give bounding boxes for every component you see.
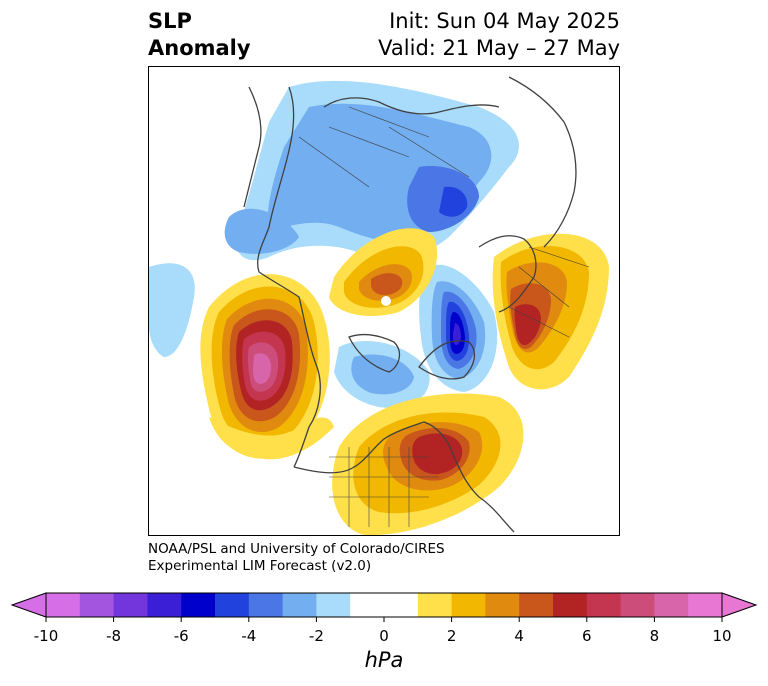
coastlines — [243, 76, 577, 533]
colorbar-cell — [586, 593, 622, 617]
positive-anomaly-eurasia — [492, 233, 609, 390]
colorbar-cell — [451, 593, 486, 617]
colorbar-cell — [215, 593, 250, 617]
colorbar-cell — [316, 593, 351, 617]
colorbar-cell — [620, 593, 655, 617]
colorbar-unit: hPa — [364, 648, 404, 672]
colorbar-cell — [282, 593, 317, 617]
colorbar-tick-label: 10 — [712, 627, 732, 645]
colorbar-cell — [181, 593, 216, 617]
political-borders — [298, 106, 590, 527]
positive-anomaly-pacific — [200, 274, 330, 459]
positive-anomaly-atlantic — [209, 393, 524, 535]
colorbar-cell — [688, 593, 723, 617]
credit-line-1: NOAA/PSL and University of Colorado/CIRE… — [148, 541, 445, 557]
colorbar-cell — [248, 593, 284, 617]
colorbar-cell — [79, 593, 115, 617]
colorbar-tick-label: 2 — [446, 627, 457, 645]
colorbar-min-arrow — [10, 592, 47, 618]
negative-anomaly-europe — [419, 264, 498, 392]
colorbar-tick-label: 0 — [379, 627, 389, 645]
valid-range: Valid: 21 May – 27 May — [378, 36, 620, 60]
colorbar-cell — [46, 593, 81, 617]
colorbar-tick-label: -2 — [308, 627, 324, 645]
colorbar — [10, 592, 758, 622]
title-line-1: SLP — [148, 9, 192, 33]
positive-anomaly-greenland — [329, 228, 438, 317]
colorbar-max-arrow — [721, 592, 758, 618]
colorbar-cell — [654, 593, 689, 617]
colorbar-tick-label: -10 — [33, 627, 59, 645]
anomaly-map — [149, 76, 609, 535]
colorbar-cell — [553, 593, 588, 617]
colorbar-cell — [147, 593, 182, 617]
colorbar-tick-label: -6 — [173, 627, 189, 645]
title-line-2: Anomaly — [148, 36, 251, 60]
colorbar-cell — [113, 593, 148, 617]
map-panel — [148, 66, 620, 536]
colorbar-tick-label: 6 — [582, 627, 592, 645]
map-subtitle: Init: Sun 04 May 2025 Valid: 21 May – 27… — [378, 8, 620, 62]
map-title: SLP Anomaly — [148, 8, 251, 62]
colorbar-cell — [485, 593, 520, 617]
negative-anomaly-north — [149, 80, 520, 357]
colorbar-tick-label: -4 — [241, 627, 257, 645]
colorbar-tick-label: -8 — [106, 627, 122, 645]
colorbar-cell — [417, 593, 453, 617]
init-date: Init: Sun 04 May 2025 — [389, 9, 620, 33]
colorbar-tick-label: 8 — [649, 627, 660, 645]
credit-line-2: Experimental LIM Forecast (v2.0) — [148, 558, 372, 574]
colorbar-cell — [384, 593, 419, 617]
colorbar-cell — [350, 593, 385, 617]
negative-anomaly-arctic — [334, 341, 430, 408]
colorbar-cell — [519, 593, 554, 617]
colorbar-tick-label: 4 — [514, 627, 524, 645]
credit-text: NOAA/PSL and University of Colorado/CIRE… — [148, 541, 445, 575]
